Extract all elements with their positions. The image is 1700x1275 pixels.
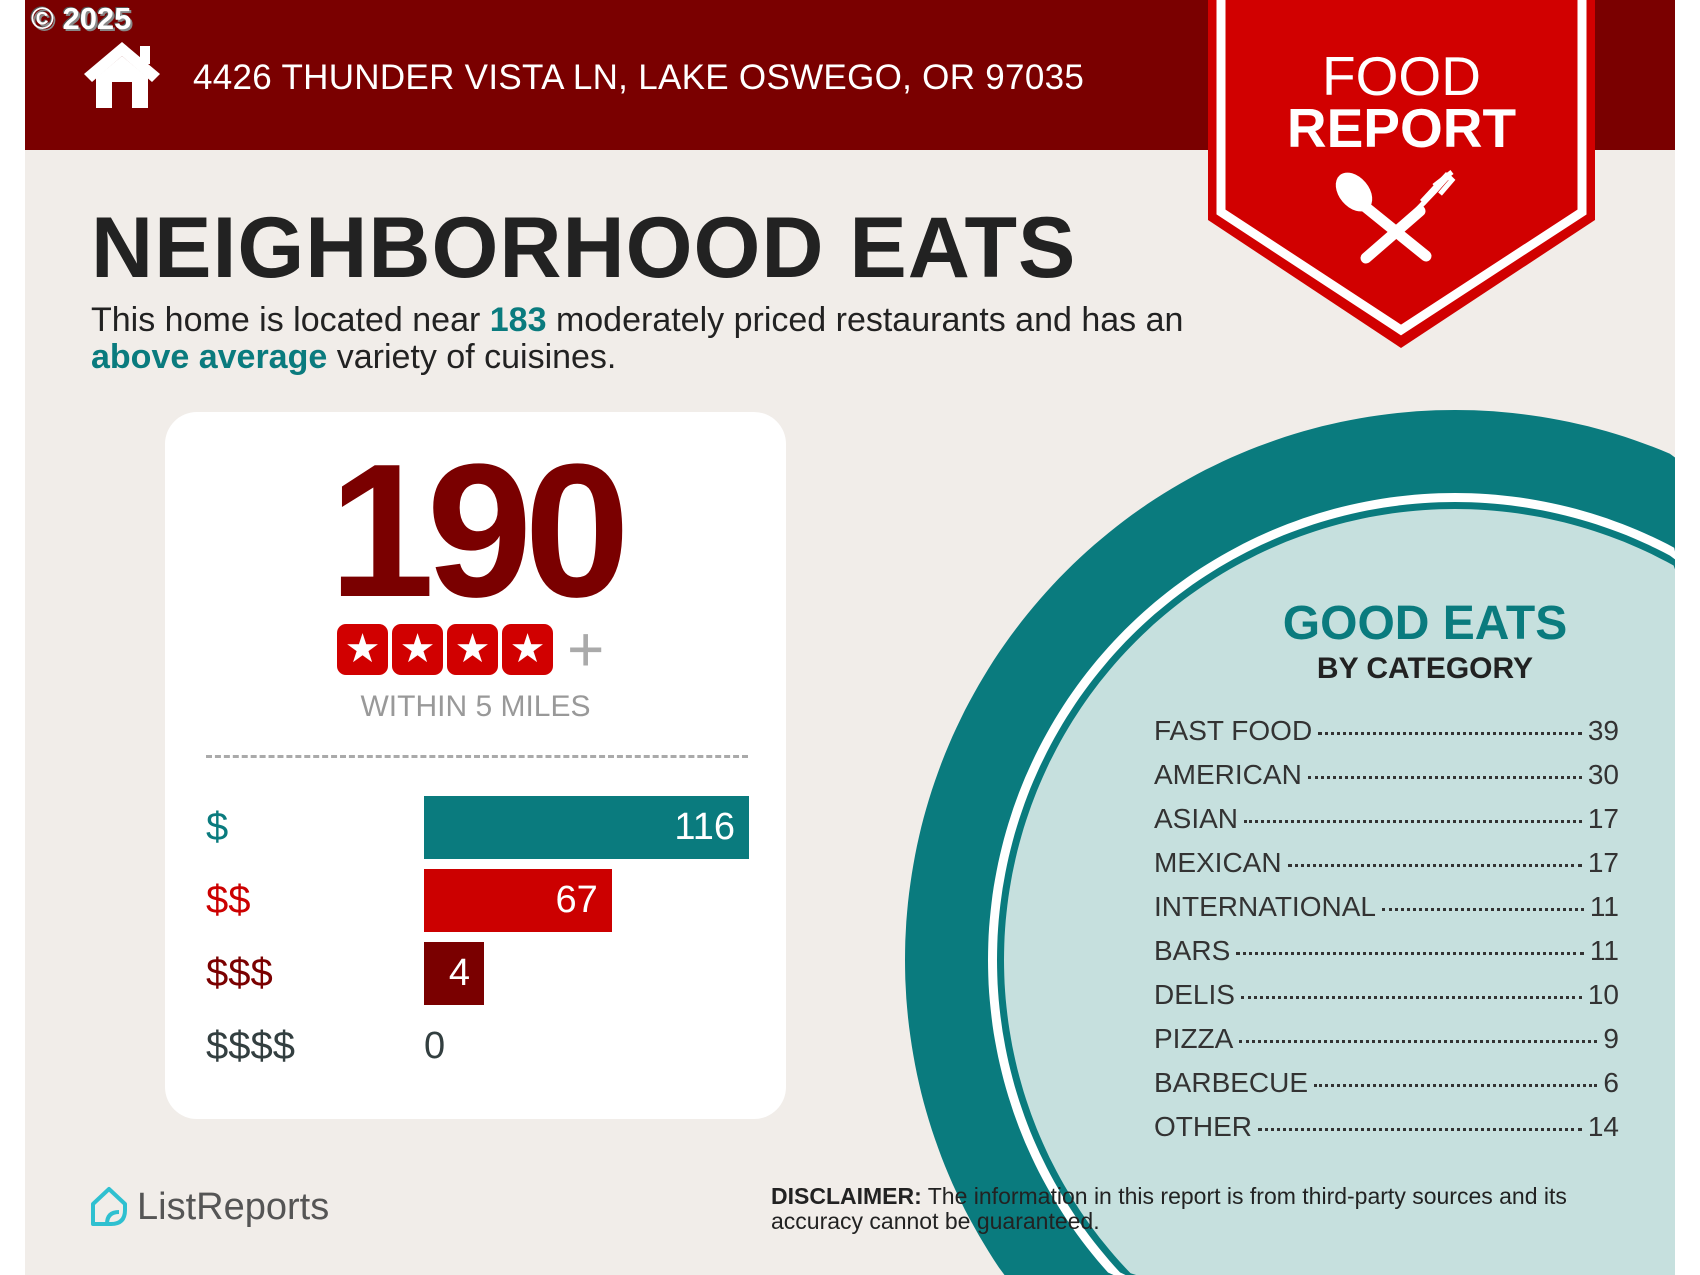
category-count: 39 <box>1587 715 1619 746</box>
category-count: 30 <box>1587 759 1619 790</box>
price-row: $$$$ 0 <box>206 1015 766 1078</box>
category-name: FAST FOOD <box>1154 715 1313 746</box>
category-name: BARBECUE <box>1154 1067 1309 1098</box>
category-count: 17 <box>1587 803 1619 834</box>
summary-card: 190 ★ ★ ★ ★ + WITHIN 5 MILES $116 $$ 67 $$$ 4 $$$… <box>165 412 786 1119</box>
category-count: 10 <box>1587 979 1619 1010</box>
logo-text: ListReports <box>137 1186 330 1228</box>
price-label: $$$$ <box>206 1024 295 1068</box>
category-count: 9 <box>1603 1023 1619 1054</box>
dot-leader <box>1236 952 1584 955</box>
price-row: $$$ 4 <box>206 942 766 1005</box>
category-count: 17 <box>1587 847 1619 878</box>
category-item: BARBECUE 6 <box>1154 1066 1619 1110</box>
category-name: DELIS <box>1154 979 1235 1010</box>
good-eats-circle <box>905 410 1675 1275</box>
category-name: ASIAN <box>1154 803 1239 834</box>
restaurant-count: 183 <box>489 301 547 339</box>
listreports-logo: ListReports <box>89 1185 329 1229</box>
badge-line-2: REPORT <box>1286 97 1517 159</box>
distance-label: WITHIN 5 MILES <box>360 690 591 723</box>
price-label: $ <box>206 805 229 849</box>
category-name: OTHER <box>1154 1111 1252 1142</box>
dot-leader <box>1314 1084 1598 1087</box>
star-icon: ★ <box>392 624 443 675</box>
price-label: $$ <box>206 878 251 922</box>
category-count: 11 <box>1589 891 1619 922</box>
price-count: 4 <box>448 952 470 994</box>
good-eats-subtitle: BY CATEGORY <box>1316 652 1534 685</box>
star-icon: ★ <box>447 624 498 675</box>
page-title: NEIGHBORHOOD EATS <box>91 200 1077 296</box>
dot-leader <box>1287 864 1582 867</box>
category-list: FAST FOOD 39 AMERICAN 30 ASIAN 17 MEXICAN 17 INT… <box>1154 714 1619 1154</box>
disclaimer-text: The information in this report is from t… <box>771 1183 1567 1234</box>
star-icon: ★ <box>337 624 388 675</box>
report-page: © 2025 4426 THUNDER VISTA LN, LAKE OSWEG… <box>25 0 1675 1275</box>
category-name: MEXICAN <box>1154 847 1282 878</box>
dot-leader <box>1258 1128 1582 1131</box>
category-name: BARS <box>1154 935 1231 966</box>
price-bar <box>424 796 749 859</box>
property-address: 4426 THUNDER VISTA LN, LAKE OSWEGO, OR 9… <box>193 58 1085 97</box>
price-count: 0 <box>424 1025 446 1067</box>
intro-part: moderately priced restaurants and has an <box>546 301 1184 339</box>
category-name: INTERNATIONAL <box>1154 891 1376 922</box>
price-row: $116 <box>206 796 766 859</box>
divider <box>206 755 748 758</box>
food-report-badge <box>1208 0 1595 348</box>
category-item: MEXICAN 17 <box>1154 846 1619 890</box>
category-item: DELIS 10 <box>1154 978 1619 1022</box>
category-item: AMERICAN 30 <box>1154 758 1619 802</box>
circle-fill <box>1004 509 1675 1275</box>
category-name: PIZZA <box>1154 1023 1234 1054</box>
dot-leader <box>1381 908 1584 911</box>
category-name: AMERICAN <box>1154 759 1302 790</box>
house-icon <box>84 42 160 108</box>
variety-rating: above average <box>91 338 328 376</box>
price-bar <box>424 942 484 1005</box>
plus-icon: + <box>567 613 605 685</box>
intro-part: This home is located near <box>91 301 490 339</box>
category-item: OTHER 14 <box>1154 1110 1619 1154</box>
copyright: © 2025 <box>31 1 132 36</box>
category-item: BARS 11 <box>1154 934 1619 978</box>
category-item: INTERNATIONAL 11 <box>1154 890 1619 934</box>
disclaimer: DISCLAIMER: The information in this repo… <box>771 1184 1651 1234</box>
category-item: ASIAN 17 <box>1154 802 1619 846</box>
price-row: $$ 67 <box>206 869 766 932</box>
good-eats-title: GOOD EATS <box>1282 597 1568 650</box>
price-label: $$$ <box>206 951 273 995</box>
dot-leader <box>1318 732 1582 735</box>
intro-part: variety of cuisines. <box>327 338 617 376</box>
category-item: FAST FOOD 39 <box>1154 714 1619 758</box>
dot-leader <box>1240 996 1582 999</box>
dot-leader <box>1244 820 1582 823</box>
disclaimer-label: DISCLAIMER: <box>771 1183 922 1209</box>
category-count: 14 <box>1587 1111 1619 1142</box>
star-rating: ★ ★ ★ ★ + <box>337 613 605 685</box>
badge-line-1: FOOD <box>1322 45 1481 107</box>
price-bar <box>424 869 612 932</box>
spoon-fork-icon <box>1335 170 1456 264</box>
category-count: 11 <box>1589 935 1619 966</box>
star-icon: ★ <box>502 624 553 675</box>
listreports-logo-icon <box>91 1187 127 1226</box>
price-count: 67 <box>555 879 598 921</box>
total-restaurants: 190 <box>328 425 630 637</box>
intro-text: This home is located near 183 moderately… <box>91 302 1241 376</box>
price-count: 116 <box>674 806 735 848</box>
category-count: 6 <box>1603 1067 1619 1098</box>
dot-leader <box>1239 1040 1598 1043</box>
dot-leader <box>1307 776 1582 779</box>
category-item: PIZZA 9 <box>1154 1022 1619 1066</box>
